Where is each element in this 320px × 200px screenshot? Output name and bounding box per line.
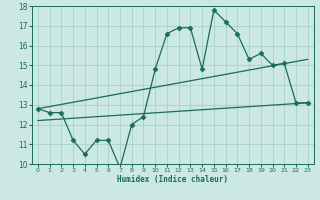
X-axis label: Humidex (Indice chaleur): Humidex (Indice chaleur)	[117, 175, 228, 184]
